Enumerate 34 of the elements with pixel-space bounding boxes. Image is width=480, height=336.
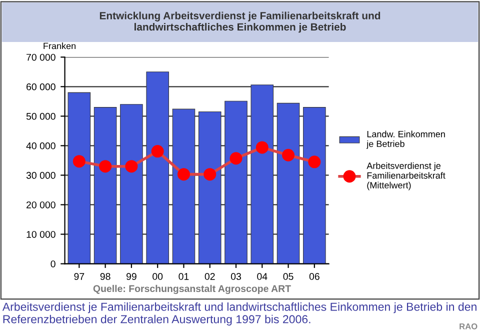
- point: [204, 168, 216, 181]
- legend-label: Arbeitsverdienst je Familienarbeitskraft (Mittelwert): [366, 162, 446, 190]
- y-tick-label: 30 000: [26, 172, 56, 179]
- x-tick-label: 97: [74, 273, 84, 280]
- x-tick-label: 03: [230, 273, 241, 280]
- point: [72, 155, 86, 168]
- x-tick-label: 06: [309, 273, 320, 280]
- x-tick-label: 01: [178, 273, 189, 280]
- source-note: Quelle: Forschungsanstalt Agroscope ART: [93, 284, 291, 294]
- y-tick-label: 10 000: [26, 230, 56, 238]
- y-tick-label: 50 000: [26, 112, 56, 120]
- point: [230, 152, 242, 165]
- y-tick-label: 20 000: [26, 201, 56, 208]
- x-tick-label: 04: [257, 273, 268, 280]
- point: [151, 145, 164, 158]
- x-tick-label: 98: [100, 273, 110, 280]
- point: [177, 168, 190, 181]
- x-tick-label: 00: [152, 273, 163, 280]
- point: [99, 160, 112, 173]
- y-tick-label: 60 000: [26, 83, 56, 90]
- x-tick-label: 99: [126, 273, 136, 280]
- point: [256, 141, 268, 154]
- point: [282, 148, 295, 162]
- y-tick-label: 70 000: [26, 54, 56, 61]
- y-tick-label: 0: [50, 260, 56, 268]
- x-tick-label: 05: [283, 273, 294, 280]
- chart-title: Entwicklung Arbeitsverdienst je Familienarbeitskraft und landwirtschaftliches Einkommen je Betrieb: [100, 12, 380, 33]
- y-axis-title: Franken: [44, 42, 76, 50]
- y-tick-label: 40 000: [26, 142, 56, 150]
- point: [308, 156, 321, 168]
- x-tick-label: 02: [204, 273, 215, 280]
- text: RAO: [460, 323, 478, 330]
- point: [125, 160, 138, 173]
- legend-label: Landw. Einkommen je Betrieb: [366, 130, 445, 149]
